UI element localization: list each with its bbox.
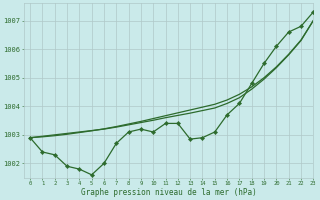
X-axis label: Graphe pression niveau de la mer (hPa): Graphe pression niveau de la mer (hPa): [81, 188, 257, 197]
